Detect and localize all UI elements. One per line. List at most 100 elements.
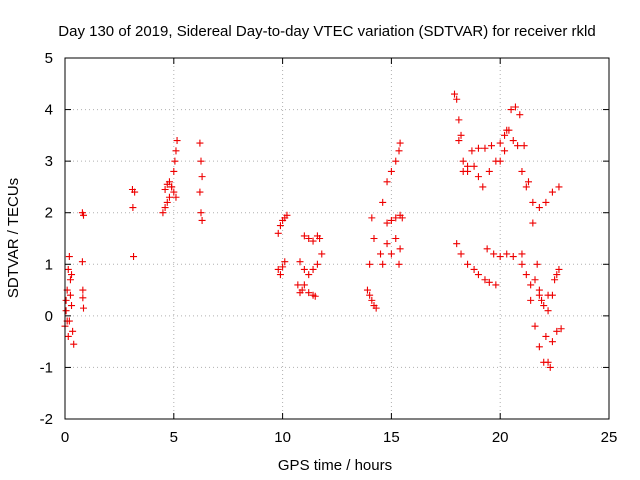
series-rkld-seg12 [363, 214, 380, 312]
data-point [548, 188, 556, 196]
data-point [485, 278, 493, 286]
data-point [538, 296, 546, 304]
data-point [474, 173, 482, 181]
data-point [305, 235, 313, 242]
data-point [387, 167, 395, 175]
data-point [524, 178, 532, 186]
data-point [555, 265, 563, 273]
series-rkld-seg8 [274, 211, 291, 279]
data-point [62, 296, 70, 304]
series-rkld-seg1 [61, 253, 78, 348]
data-point [309, 265, 317, 273]
series-rkld-seg10 [296, 250, 326, 279]
data-point [64, 265, 72, 273]
data-point [316, 235, 324, 242]
x-tick-label: 20 [492, 429, 509, 446]
series-rkld-seg20 [483, 245, 563, 299]
data-point [453, 95, 461, 103]
data-point [383, 240, 391, 248]
data-point [540, 302, 548, 310]
data-point [379, 260, 387, 268]
data-point [396, 245, 404, 253]
data-point [372, 304, 380, 312]
data-point [172, 147, 180, 155]
data-point [487, 142, 495, 150]
data-point [533, 260, 541, 268]
data-point [451, 90, 459, 98]
data-point [173, 137, 181, 145]
data-point [503, 250, 511, 258]
data-point [298, 286, 306, 294]
series-rkld-seg2 [62, 271, 76, 340]
y-tick-label: 4 [45, 102, 53, 119]
x-tick-label: 5 [170, 429, 178, 446]
x-tick-label: 10 [274, 429, 291, 446]
y-tick-label: -1 [40, 359, 53, 376]
series-rkld-seg24 [531, 271, 561, 315]
data-point [159, 209, 167, 217]
data-point [171, 157, 179, 165]
data-point [131, 188, 139, 196]
data-point [514, 142, 522, 150]
data-point [70, 340, 78, 348]
data-point [368, 296, 376, 304]
series-rkld-seg18 [459, 157, 504, 191]
data-point [522, 271, 530, 279]
data-point [163, 198, 171, 206]
data-point [161, 186, 169, 194]
data-point [509, 137, 517, 145]
data-point [490, 250, 498, 258]
data-point [392, 235, 400, 242]
data-point [305, 289, 313, 297]
data-point [551, 276, 559, 284]
data-point [464, 162, 472, 170]
data-point [455, 137, 463, 145]
data-point [518, 167, 526, 175]
data-point [479, 183, 487, 191]
data-point [555, 183, 563, 191]
data-point [318, 250, 326, 258]
data-point [300, 265, 308, 273]
data-point [313, 260, 321, 268]
data-point [64, 332, 72, 340]
data-point [387, 250, 395, 258]
data-point [518, 260, 526, 268]
data-point [79, 304, 87, 312]
data-point [276, 271, 284, 279]
data-point [65, 317, 73, 325]
data-point [170, 188, 178, 196]
data-point [366, 291, 374, 299]
series-rkld-seg23 [518, 250, 565, 366]
data-point [69, 327, 77, 335]
data-point [535, 286, 543, 294]
series-rkld-seg17 [455, 131, 509, 175]
data-point [170, 167, 178, 175]
data-point [535, 343, 543, 351]
data-point [544, 358, 552, 366]
data-point [62, 307, 70, 315]
data-point [531, 322, 539, 330]
data-point [283, 211, 291, 219]
data-point [496, 139, 504, 147]
data-point [481, 144, 489, 152]
data-point [168, 183, 176, 191]
data-point [130, 253, 138, 261]
y-tick-label: 1 [45, 256, 53, 273]
data-point [483, 245, 491, 253]
data-point [79, 294, 87, 302]
data-point [198, 173, 206, 181]
y-tick-label: 3 [45, 153, 53, 170]
data-point [383, 178, 391, 186]
data-point [527, 296, 535, 304]
series-rkld-seg7 [196, 139, 206, 224]
data-point [527, 281, 535, 289]
data-point [459, 167, 467, 175]
data-point [311, 292, 319, 300]
data-point [309, 237, 317, 245]
y-tick-label: 2 [45, 205, 53, 222]
data-point [294, 281, 302, 289]
data-point [459, 157, 467, 165]
data-point [66, 276, 74, 284]
data-point [198, 216, 206, 224]
